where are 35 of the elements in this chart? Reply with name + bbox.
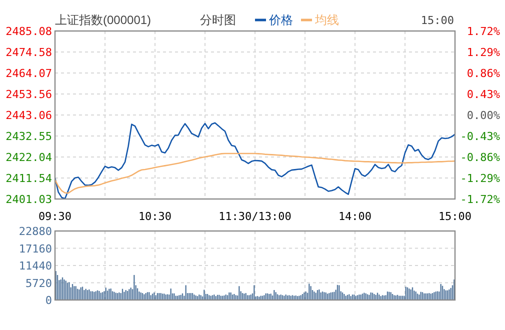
y2-tick-label: 0.43%: [466, 88, 500, 101]
y2-tick-label: -0.43%: [460, 130, 500, 143]
y-tick-label: 2443.06: [6, 108, 52, 122]
y-tick-label: 2422.04: [6, 151, 52, 164]
y2-tick-label: 1.29%: [466, 46, 500, 59]
y-tick-label: 2453.56: [6, 88, 52, 101]
x-tick-label: 14:00: [338, 210, 372, 223]
y-tick-label: 22880: [18, 225, 52, 238]
y-tick-label: 2401.03: [6, 193, 52, 206]
y-tick-label: 2411.54: [6, 172, 52, 185]
x-tick-label: 15:00: [438, 210, 472, 223]
chart-title: 上证指数(000001): [55, 13, 152, 27]
y2-tick-label: -1.72%: [460, 193, 500, 206]
y-tick-label: 2432.55: [6, 130, 52, 143]
legend-label: 均线: [314, 13, 339, 27]
line-series: [55, 122, 455, 199]
line-series: [55, 152, 455, 194]
y2-tick-label: 0.00%: [466, 109, 500, 122]
y-tick-label: 2464.07: [6, 66, 52, 80]
x-tick-label: 11:30/13:00: [218, 210, 292, 223]
y-tick-label: 17160: [18, 242, 52, 256]
y-tick-label: 11440: [18, 260, 52, 272]
legend-label: 价格: [268, 13, 293, 27]
y2-tick-label: 1.72%: [466, 25, 500, 38]
y-tick-label: 2474.58: [6, 46, 52, 59]
y-tick-label: 0: [45, 294, 52, 307]
y-tick-label: 2485.08: [6, 25, 52, 38]
y2-tick-label: -1.29%: [460, 172, 500, 185]
text: 15:00: [420, 14, 454, 27]
y-tick-label: 5720: [26, 276, 52, 290]
x-tick-label: 10:30: [138, 210, 172, 223]
y2-tick-label: 0.86%: [466, 67, 500, 80]
chart-subtitle: 分时图: [200, 13, 236, 27]
x-tick-label: 09:30: [38, 210, 72, 223]
y2-tick-label: -0.86%: [460, 151, 500, 164]
